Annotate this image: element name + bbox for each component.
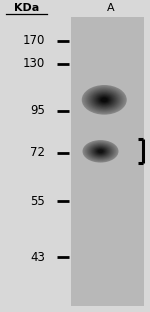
Text: A: A <box>106 3 114 13</box>
Ellipse shape <box>87 89 122 111</box>
FancyBboxPatch shape <box>70 17 144 306</box>
Ellipse shape <box>89 90 119 110</box>
Ellipse shape <box>94 148 107 155</box>
Ellipse shape <box>84 141 117 162</box>
Ellipse shape <box>92 92 116 108</box>
Text: 130: 130 <box>23 57 45 71</box>
Ellipse shape <box>96 149 105 154</box>
Ellipse shape <box>94 93 114 106</box>
Ellipse shape <box>86 88 123 112</box>
Text: 43: 43 <box>30 251 45 264</box>
Ellipse shape <box>85 142 116 161</box>
Ellipse shape <box>96 94 113 105</box>
Ellipse shape <box>88 144 112 159</box>
Ellipse shape <box>95 148 106 155</box>
Ellipse shape <box>85 87 124 113</box>
Ellipse shape <box>90 90 118 109</box>
Ellipse shape <box>86 142 115 160</box>
Ellipse shape <box>92 146 109 157</box>
Ellipse shape <box>82 85 127 115</box>
Text: 170: 170 <box>23 34 45 47</box>
Ellipse shape <box>97 95 112 105</box>
Ellipse shape <box>90 145 111 158</box>
Ellipse shape <box>83 141 118 162</box>
Ellipse shape <box>88 143 113 159</box>
Ellipse shape <box>83 86 126 114</box>
Text: 95: 95 <box>30 104 45 117</box>
Ellipse shape <box>88 89 120 110</box>
Ellipse shape <box>101 98 108 102</box>
Ellipse shape <box>91 145 110 157</box>
Ellipse shape <box>99 96 110 104</box>
Text: 72: 72 <box>30 146 45 159</box>
Ellipse shape <box>98 95 111 104</box>
Text: KDa: KDa <box>14 3 39 13</box>
Ellipse shape <box>84 86 125 113</box>
Ellipse shape <box>89 144 112 158</box>
Ellipse shape <box>94 147 107 156</box>
Ellipse shape <box>91 91 117 108</box>
Ellipse shape <box>87 143 114 160</box>
Ellipse shape <box>100 97 109 103</box>
Ellipse shape <box>93 93 115 107</box>
Ellipse shape <box>93 146 108 156</box>
Text: 55: 55 <box>30 195 45 208</box>
Ellipse shape <box>98 150 103 153</box>
Ellipse shape <box>97 149 104 154</box>
Ellipse shape <box>82 140 118 163</box>
